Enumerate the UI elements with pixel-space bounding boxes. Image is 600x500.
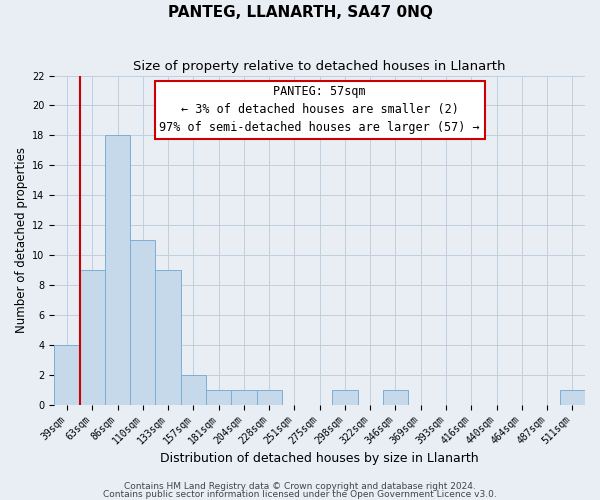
Bar: [257, 390, 282, 404]
Text: Contains HM Land Registry data © Crown copyright and database right 2024.: Contains HM Land Registry data © Crown c…: [124, 482, 476, 491]
Bar: [206, 390, 231, 404]
Text: Contains public sector information licensed under the Open Government Licence v3: Contains public sector information licen…: [103, 490, 497, 499]
Bar: [55, 345, 80, 405]
Bar: [155, 270, 181, 404]
Bar: [130, 240, 155, 404]
Bar: [231, 390, 257, 404]
X-axis label: Distribution of detached houses by size in Llanarth: Distribution of detached houses by size …: [160, 452, 479, 465]
Bar: [80, 270, 105, 404]
Y-axis label: Number of detached properties: Number of detached properties: [15, 147, 28, 333]
Bar: [332, 390, 358, 404]
Bar: [560, 390, 585, 404]
Bar: [181, 375, 206, 404]
Title: Size of property relative to detached houses in Llanarth: Size of property relative to detached ho…: [133, 60, 506, 73]
Text: PANTEG: 57sqm
← 3% of detached houses are smaller (2)
97% of semi-detached house: PANTEG: 57sqm ← 3% of detached houses ar…: [160, 86, 480, 134]
Text: PANTEG, LLANARTH, SA47 0NQ: PANTEG, LLANARTH, SA47 0NQ: [167, 5, 433, 20]
Bar: [105, 136, 130, 404]
Bar: [383, 390, 408, 404]
